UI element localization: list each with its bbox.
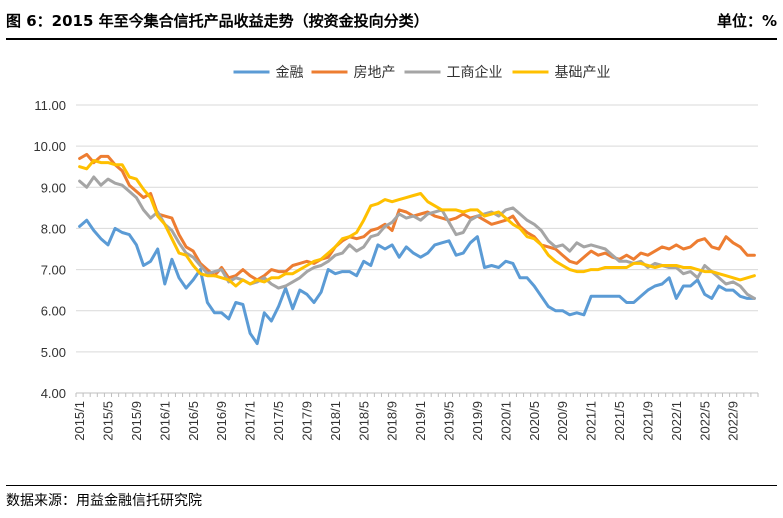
x-axis: 2015/1 2015/5 2015/9 2016/1 2016/5 2016/9 2017… <box>72 392 759 441</box>
y-tick-label: 5.00 <box>41 345 66 360</box>
x-tick-label: 2015/1 <box>72 401 87 441</box>
x-tick-label: 2022/9 <box>726 401 741 441</box>
x-tick-label: 2018/9 <box>385 401 400 441</box>
x-tick-label: 2022/1 <box>669 401 684 441</box>
x-tick-label: 2018/5 <box>356 401 371 441</box>
y-tick-label: 10.00 <box>33 139 66 154</box>
legend: 金融 房地产 工商企业 基础产业 <box>233 64 611 81</box>
x-tick-label: 2019/9 <box>470 401 485 441</box>
legend-label: 金融 <box>276 65 304 81</box>
x-tick-label: 2017/5 <box>271 401 286 441</box>
x-tick-label: 2022/5 <box>697 401 712 441</box>
x-tick-label: 2019/1 <box>413 401 428 441</box>
x-tick-label: 2021/9 <box>640 401 655 441</box>
x-tick-label: 2016/1 <box>157 401 172 441</box>
legend-label: 房地产 <box>354 65 396 81</box>
y-axis: 4.00 5.00 6.00 7.00 8.00 9.00 10.00 11.00 <box>33 98 66 401</box>
series-line-基础产业 <box>78 159 756 288</box>
x-tick-label: 2017/9 <box>299 401 314 441</box>
top-rule <box>6 38 777 40</box>
y-tick-label: 9.00 <box>41 180 66 195</box>
y-tick-label: 11.00 <box>34 98 66 113</box>
series-line-房地产 <box>78 152 756 282</box>
x-tick-label: 2020/5 <box>527 401 542 441</box>
line-chart: 4.00 5.00 6.00 7.00 8.00 9.00 10.00 11.00 2015/… <box>33 64 759 441</box>
x-tick-label: 2020/9 <box>555 401 570 441</box>
x-tick-label: 2019/5 <box>442 401 457 441</box>
legend-label: 基础产业 <box>555 64 611 81</box>
y-tick-label: 8.00 <box>41 221 66 236</box>
chart-title: 图 6：2015 年至今集合信托产品收益走势（按资金投向分类） <box>6 12 429 30</box>
x-tick-label: 2017/1 <box>243 401 258 441</box>
bottom-rule <box>6 485 777 486</box>
x-tick-label: 2015/9 <box>129 401 144 441</box>
legend-label: 工商企业 <box>447 64 503 81</box>
x-tick-label: 2020/1 <box>498 401 513 441</box>
x-tick-label: 2021/1 <box>584 401 599 441</box>
x-tick-label: 2016/9 <box>214 401 229 441</box>
x-tick-label: 2018/1 <box>328 401 343 441</box>
grid-lines <box>76 104 758 353</box>
series-line-金融 <box>78 218 756 346</box>
chart-header: 图 6：2015 年至今集合信托产品收益走势（按资金投向分类） 单位：% <box>6 0 777 38</box>
data-source: 数据来源：用益金融信托研究院 <box>6 493 202 509</box>
y-tick-label: 7.00 <box>41 263 66 278</box>
x-tick-label: 2015/5 <box>101 401 116 441</box>
x-tick-label: 2021/5 <box>612 401 627 441</box>
y-tick-label: 6.00 <box>41 304 66 319</box>
unit-label: 单位：% <box>716 12 777 30</box>
x-tick-label: 2016/5 <box>186 401 201 441</box>
series-lines <box>78 152 756 346</box>
y-tick-label: 4.00 <box>41 386 66 401</box>
